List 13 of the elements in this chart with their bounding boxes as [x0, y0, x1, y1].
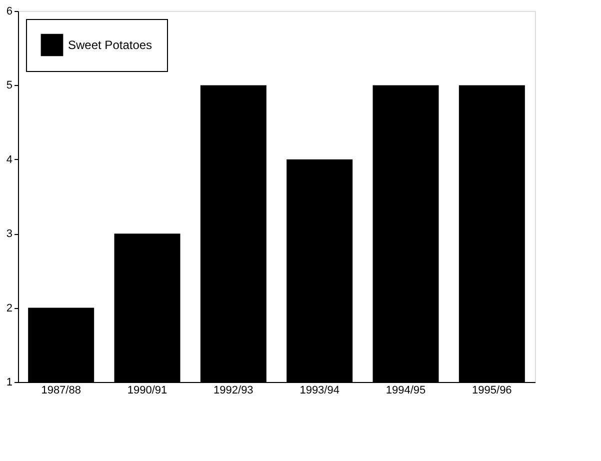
x-tick-label: 1992/93 — [214, 384, 254, 396]
x-tick-label: 1987/88 — [41, 384, 81, 396]
x-tick-label: 1990/91 — [127, 384, 168, 396]
y-tick-label: 1 — [6, 376, 12, 388]
y-tick-label: 4 — [6, 154, 12, 166]
y-tick-label: 6 — [6, 6, 12, 18]
x-tick-label: 1993/94 — [300, 384, 340, 396]
x-tick-label: 1995/96 — [472, 384, 512, 396]
y-tick-label: 5 — [6, 80, 12, 92]
y-tick-label: 2 — [6, 302, 12, 314]
x-tick-label: 1994/95 — [386, 384, 426, 396]
y-tick-label: 3 — [6, 228, 12, 240]
legend-label: Sweet Potatoes — [68, 38, 152, 52]
